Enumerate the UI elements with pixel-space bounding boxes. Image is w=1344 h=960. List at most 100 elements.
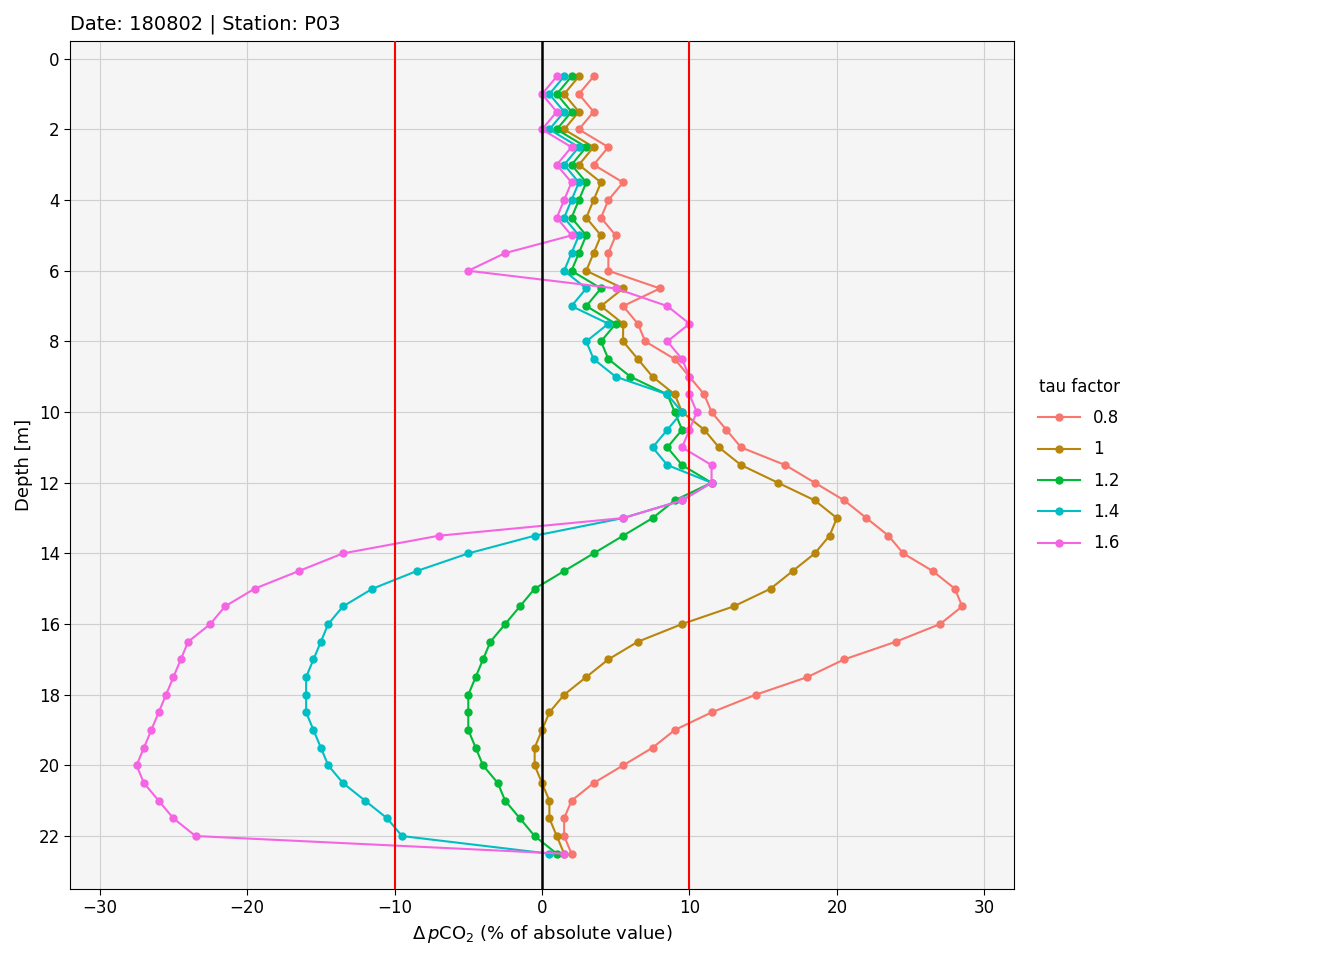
0.8 <box>696 389 712 400</box>
1 <box>785 565 801 577</box>
1.6 <box>290 565 306 577</box>
1 <box>762 583 778 594</box>
1.6 <box>660 336 676 348</box>
1.6 <box>180 636 196 647</box>
1.6 <box>681 389 698 400</box>
1.4 <box>607 371 624 382</box>
1.2 <box>571 194 587 205</box>
0.8 <box>616 759 632 771</box>
1 <box>675 618 691 630</box>
1 <box>542 707 558 718</box>
1.4 <box>660 389 676 400</box>
1.2 <box>703 477 719 489</box>
1.4 <box>379 812 395 824</box>
1.4 <box>409 565 425 577</box>
0.8 <box>563 795 579 806</box>
1.4 <box>571 229 587 241</box>
1.2 <box>660 389 676 400</box>
1.2 <box>667 494 683 506</box>
1.2 <box>563 159 579 171</box>
0.8 <box>652 282 668 294</box>
1 <box>542 812 558 824</box>
1.4 <box>556 212 573 224</box>
0.8 <box>571 88 587 100</box>
0.8 <box>586 159 602 171</box>
1.6 <box>460 265 476 276</box>
1 <box>593 300 609 312</box>
0.8 <box>616 177 632 188</box>
Line: 1.4: 1.4 <box>302 73 715 857</box>
1.2 <box>548 848 564 859</box>
0.8 <box>681 371 698 382</box>
1.4 <box>601 318 617 329</box>
0.8 <box>601 265 617 276</box>
0.8 <box>637 336 653 348</box>
1.2 <box>474 654 491 665</box>
1.4 <box>358 795 374 806</box>
1 <box>534 724 550 735</box>
X-axis label: $\Delta\,\it{p}\mathrm{CO_2}$ (% of absolute value): $\Delta\,\it{p}\mathrm{CO_2}$ (% of abso… <box>411 923 672 945</box>
0.8 <box>630 318 646 329</box>
1 <box>556 124 573 135</box>
0.8 <box>836 654 852 665</box>
1 <box>556 689 573 701</box>
1 <box>586 194 602 205</box>
0.8 <box>601 248 617 259</box>
1.4 <box>556 71 573 83</box>
Line: 0.8: 0.8 <box>560 73 966 857</box>
0.8 <box>601 194 617 205</box>
1.6 <box>616 513 632 524</box>
1.4 <box>703 477 719 489</box>
1 <box>806 494 823 506</box>
1.2 <box>645 513 661 524</box>
1.6 <box>675 494 691 506</box>
1.6 <box>497 248 513 259</box>
0.8 <box>888 636 905 647</box>
1.6 <box>548 106 564 117</box>
1.6 <box>688 406 704 418</box>
1.4 <box>556 265 573 276</box>
0.8 <box>586 106 602 117</box>
1.4 <box>578 282 594 294</box>
0.8 <box>607 229 624 241</box>
1 <box>630 636 646 647</box>
0.8 <box>556 830 573 842</box>
1.2 <box>571 248 587 259</box>
1.6 <box>136 778 152 789</box>
1.4 <box>460 547 476 559</box>
1.4 <box>527 530 543 541</box>
1.6 <box>548 159 564 171</box>
1.2 <box>527 830 543 842</box>
0.8 <box>925 565 941 577</box>
1 <box>586 141 602 153</box>
1 <box>601 654 617 665</box>
1.6 <box>563 141 579 153</box>
1.2 <box>578 141 594 153</box>
1.4 <box>305 654 321 665</box>
1.4 <box>556 106 573 117</box>
1 <box>593 177 609 188</box>
Line: 1: 1 <box>531 73 840 857</box>
1.2 <box>497 795 513 806</box>
1.2 <box>563 71 579 83</box>
1.4 <box>394 830 410 842</box>
1 <box>711 442 727 453</box>
1 <box>571 106 587 117</box>
1.4 <box>556 159 573 171</box>
1.2 <box>548 88 564 100</box>
1.6 <box>136 742 152 754</box>
1 <box>556 848 573 859</box>
1.2 <box>601 353 617 365</box>
1.2 <box>563 265 579 276</box>
1 <box>726 601 742 612</box>
0.8 <box>667 353 683 365</box>
1.2 <box>675 424 691 436</box>
1.2 <box>667 406 683 418</box>
1.4 <box>675 406 691 418</box>
0.8 <box>616 300 632 312</box>
1.4 <box>320 618 336 630</box>
1.2 <box>527 583 543 594</box>
0.8 <box>880 530 896 541</box>
0.8 <box>593 212 609 224</box>
1.2 <box>563 106 579 117</box>
